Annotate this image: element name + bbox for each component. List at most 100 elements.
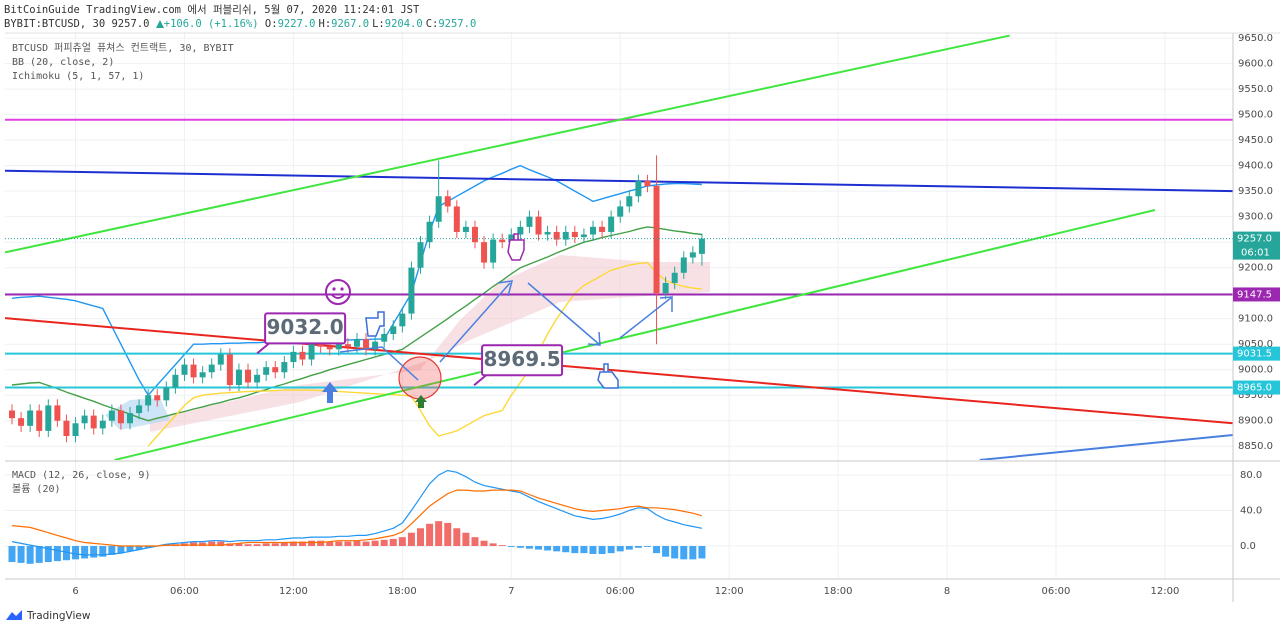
candle-body (217, 354, 224, 365)
candle-body (208, 364, 215, 373)
y-tick-label: 9550.0 (1238, 84, 1273, 95)
candle-body (444, 196, 451, 207)
histogram-bar (689, 546, 697, 560)
histogram-bar (471, 537, 479, 547)
y-tick-label: 9450.0 (1238, 135, 1273, 146)
axes: 8850.08900.08950.09000.09050.09100.09150… (5, 32, 1280, 602)
candle-body (671, 272, 678, 283)
level-label: 9147.5 (1237, 289, 1272, 300)
y-tick-label: 9400.0 (1238, 161, 1273, 172)
arrow (527, 282, 601, 346)
candle-body (544, 231, 551, 235)
candle-body (353, 339, 360, 347)
candle-body (426, 221, 433, 243)
candle-body (571, 231, 578, 238)
arrow (339, 346, 419, 381)
histogram-bar (407, 532, 415, 547)
trend-line (979, 434, 1233, 460)
candle-body (517, 226, 524, 235)
candle-body (644, 180, 651, 187)
histogram-bar (17, 546, 25, 563)
candle-body (326, 346, 333, 350)
candle-body (108, 410, 115, 421)
histogram-bar (562, 546, 570, 553)
arrow-head (587, 331, 601, 346)
y-tick-label: 9200.0 (1238, 263, 1273, 274)
histogram-bar (426, 523, 434, 547)
histogram-bar (634, 546, 642, 548)
histogram-bar (62, 546, 70, 561)
candle-body (553, 231, 560, 240)
legend-title: BTCUSD 퍼피츄얼 퓨쳐스 컨트랙트, 30, BYBIT (12, 42, 234, 54)
candle-body (589, 226, 596, 235)
candle-body (163, 387, 170, 401)
candle-body (453, 206, 460, 232)
x-tick-label: 12:00 (715, 586, 744, 597)
hand-icon (507, 233, 525, 261)
histogram-bar (489, 543, 497, 547)
y-tick-label: 0.0 (1240, 541, 1256, 552)
candle-body (63, 420, 70, 437)
histogram-bar (344, 541, 352, 547)
level-tag (1233, 380, 1280, 395)
ohlc-label: O: (264, 18, 278, 30)
y-tick-label: 9650.0 (1238, 33, 1273, 44)
indicator-line (11, 226, 702, 422)
ohlc-value: 9227.0 (277, 18, 316, 30)
histogram-bar (308, 540, 316, 547)
candle-body (199, 372, 206, 378)
histogram-bar (317, 540, 325, 547)
candle-body (526, 216, 533, 227)
x-tick-label: 06:00 (1042, 586, 1071, 597)
candle-body (617, 206, 624, 217)
histogram-bar (81, 546, 89, 559)
callout-box (481, 344, 564, 377)
histogram-bar (553, 546, 561, 552)
candle-body (372, 341, 379, 350)
histogram-bar (580, 546, 588, 554)
histogram-bar (44, 546, 52, 563)
histogram-bar (653, 546, 661, 554)
header: BitCoinGuide TradingView.com 에서 퍼블리쉬, 5월… (4, 3, 479, 31)
y-tick-label: 80.0 (1240, 470, 1262, 481)
histogram-bar (262, 543, 270, 547)
histogram-bar (453, 528, 461, 547)
arrow (439, 282, 511, 363)
candle-body (608, 216, 615, 232)
candle-body (72, 423, 79, 437)
histogram-bar (662, 546, 670, 557)
candle-body (344, 344, 351, 347)
histogram-bar (280, 542, 288, 547)
candle-body (99, 420, 106, 429)
y-tick-label: 40.0 (1240, 505, 1262, 516)
x-tick-label: 8 (944, 586, 950, 597)
candle-body (399, 313, 406, 327)
candle-body (18, 418, 25, 426)
candle-body (272, 367, 279, 373)
histogram-bar (253, 544, 261, 547)
histogram-bar (625, 546, 633, 550)
candle-body (235, 369, 242, 386)
candle-body (662, 282, 669, 294)
histogram-bar (643, 546, 651, 547)
candle-body (535, 216, 542, 235)
hand-icon (597, 363, 619, 389)
histogram-bar (235, 543, 243, 547)
histogram-bar (326, 541, 334, 547)
histogram-bar (444, 522, 452, 547)
candle-body (245, 369, 252, 383)
histogram-bar (589, 546, 597, 555)
ohlc-value: 9267.0 (331, 18, 370, 30)
candle-body (45, 405, 52, 431)
macd-line (11, 469, 703, 556)
histogram-bar (35, 546, 43, 563)
histogram-bar (535, 546, 543, 550)
histogram-bar (544, 546, 552, 551)
histogram-bar (353, 540, 361, 547)
histogram-bar (53, 546, 61, 562)
candle-body (490, 239, 497, 263)
histogram-bar (144, 546, 152, 548)
candle-body (181, 364, 188, 375)
